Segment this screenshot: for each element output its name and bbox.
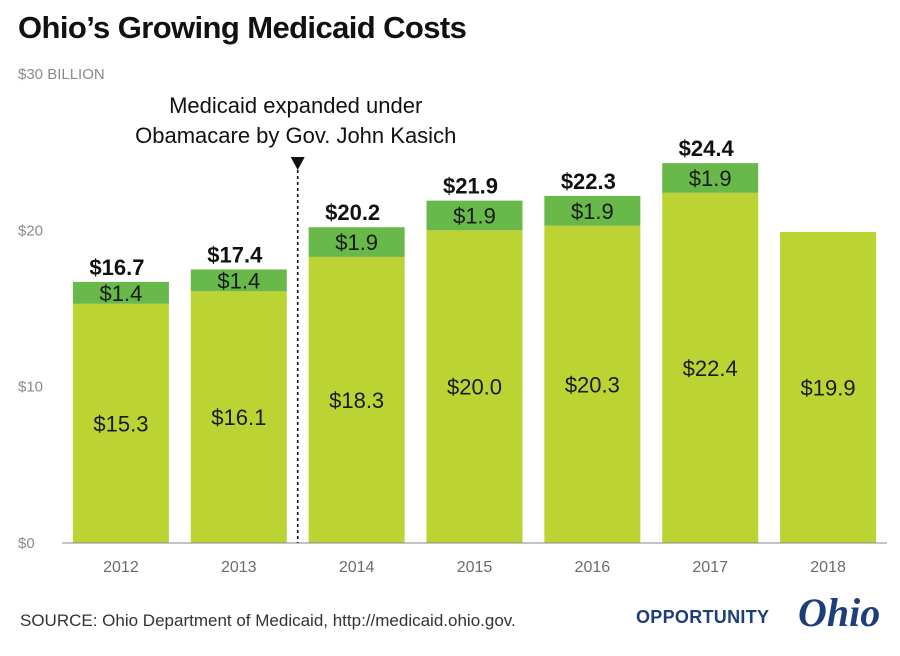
bar-top-label-2014: $1.9 (335, 230, 378, 255)
bar-top-2016 (544, 195, 641, 226)
bar-base-label-2013: $16.1 (211, 405, 266, 430)
y-tick-label-20: $20 (18, 222, 43, 239)
logo-word: OPPORTUNITY (636, 607, 770, 627)
bar-base-label-2018: $19.9 (801, 375, 856, 400)
total-label-2014: $20.2 (325, 200, 380, 225)
bar-base-2014 (308, 256, 405, 543)
total-label-2013: $17.4 (207, 242, 263, 267)
x-tick-label-2016: 2016 (575, 559, 611, 576)
bar-base-2013 (190, 291, 287, 543)
bar-base-label-2016: $20.3 (565, 372, 620, 397)
bar-top-2012 (72, 281, 169, 304)
bar-base-label-2012: $15.3 (93, 411, 148, 436)
x-tick-label-2013: 2013 (221, 559, 257, 576)
total-label-2012: $16.7 (89, 255, 144, 280)
x-tick-label-2015: 2015 (457, 559, 493, 576)
x-tick-label-2012: 2012 (103, 559, 139, 576)
labels-layer: $15.3$1.4$16.7$16.1$1.4$17.4$18.3$1.9$20… (89, 136, 855, 436)
y-tick-label-10: $10 (18, 379, 43, 396)
y-tick-label-0: $0 (18, 535, 35, 552)
bar-base-label-2014: $18.3 (329, 388, 384, 413)
bar-base-2015 (426, 230, 523, 544)
bar-base-2017 (662, 192, 759, 543)
bar-top-label-2012: $1.4 (100, 281, 143, 306)
bar-top-2014 (308, 227, 405, 257)
annotation-layer: Medicaid expanded under Obamacare by Gov.… (135, 93, 456, 543)
axis-layer: 2012 2013 2014 2015 2016 2017 2018 $0 $10 $20 $30 … (18, 66, 887, 576)
bar-top-label-2015: $1.9 (453, 203, 496, 228)
x-tick-label-2018: 2018 (810, 559, 846, 576)
total-label-2016: $22.3 (561, 169, 616, 194)
bar-base-label-2017: $22.4 (683, 356, 738, 381)
medicaid-bar-chart: $15.3$1.4$16.7$16.1$1.4$17.4$18.3$1.9$20… (18, 66, 887, 576)
bar-base-2012 (72, 303, 169, 543)
bar-top-label-2013: $1.4 (217, 268, 260, 293)
bar-top-label-2017: $1.9 (689, 166, 732, 191)
annotation-line-1: Medicaid expanded under (169, 93, 422, 118)
chart-title: Ohio’s Growing Medicaid Costs (18, 10, 467, 45)
down-arrow-icon (290, 157, 305, 170)
bar-base-2016 (544, 225, 641, 544)
bar-base-2018 (780, 231, 877, 543)
source-note: SOURCE: Ohio Department of Medicaid, htt… (20, 611, 516, 630)
bar-top-2013 (190, 269, 287, 292)
y-tick-label-30: $30 BILLION (18, 66, 105, 83)
x-tick-label-2017: 2017 (692, 559, 728, 576)
bar-base-label-2015: $20.0 (447, 375, 502, 400)
total-label-2017: $24.4 (679, 136, 735, 161)
bar-top-label-2016: $1.9 (571, 199, 614, 224)
bar-top-2015 (426, 200, 523, 231)
annotation-line-2: Obamacare by Gov. John Kasich (135, 123, 456, 148)
total-label-2015: $21.9 (443, 174, 498, 199)
x-tick-label-2014: 2014 (339, 559, 375, 576)
logo-script: Ohio (798, 590, 881, 635)
bars-layer (72, 163, 877, 544)
bar-top-2017 (662, 163, 759, 193)
